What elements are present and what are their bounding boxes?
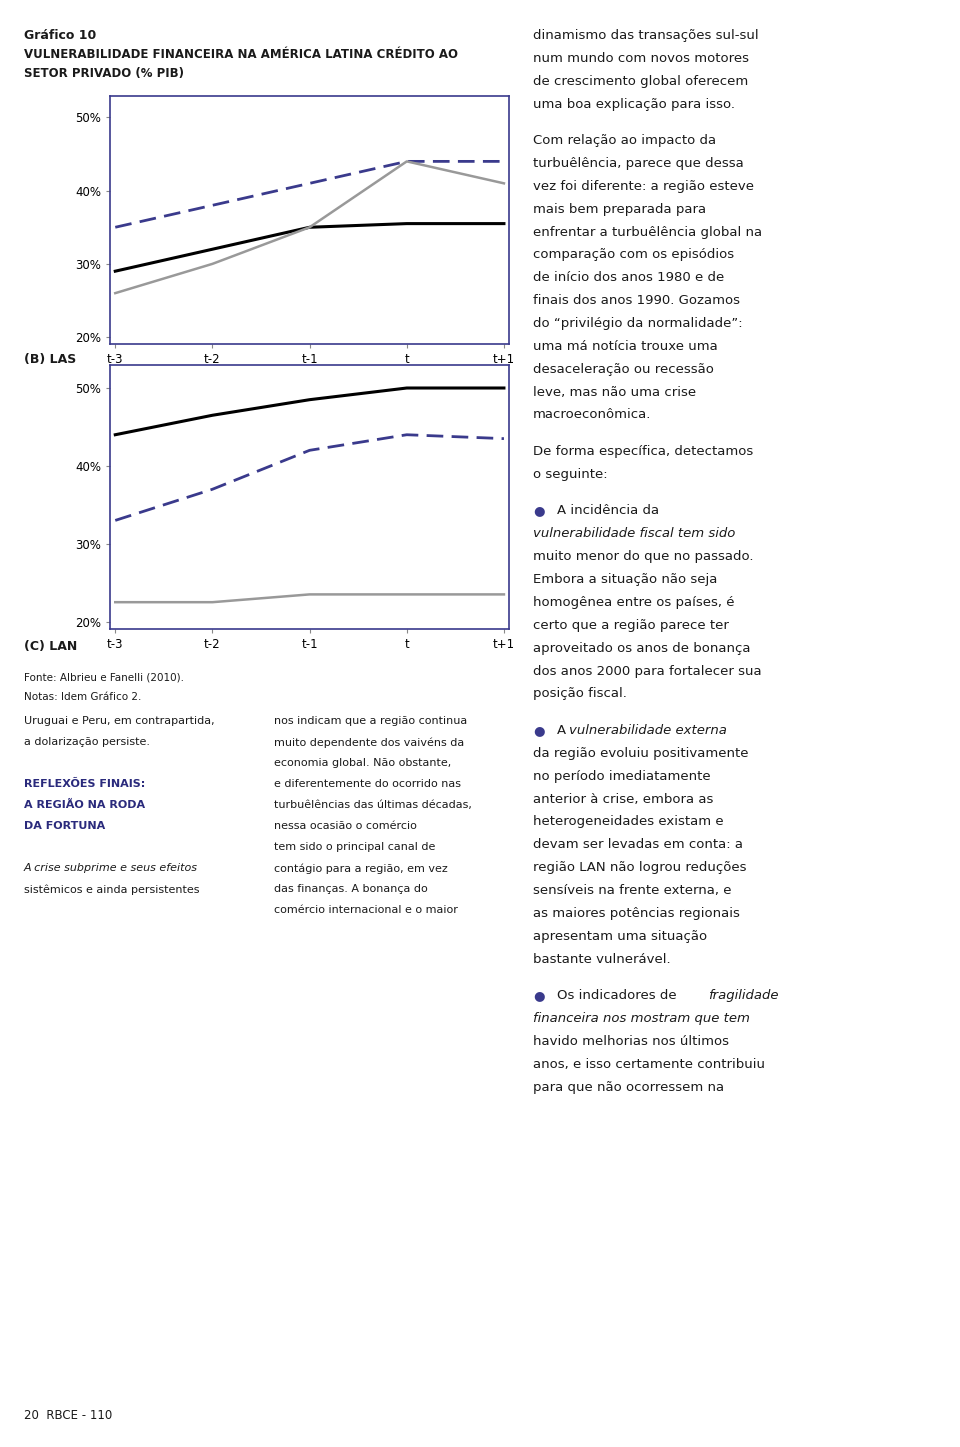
- Text: num mundo com novos motores: num mundo com novos motores: [533, 52, 749, 65]
- Text: de crescimento global oferecem: de crescimento global oferecem: [533, 75, 748, 88]
- Text: REFLEXÕES FINAIS:: REFLEXÕES FINAIS:: [24, 778, 145, 789]
- Text: comércio internacional e o maior: comércio internacional e o maior: [274, 906, 458, 915]
- Text: A incidência da: A incidência da: [557, 505, 659, 518]
- Text: a dolarização persiste.: a dolarização persiste.: [24, 738, 150, 747]
- Text: aproveitado os anos de bonança: aproveitado os anos de bonança: [533, 641, 751, 654]
- Text: turbuêlência, parece que dessa: turbuêlência, parece que dessa: [533, 156, 744, 169]
- Text: financeira nos mostram que tem: financeira nos mostram que tem: [533, 1011, 750, 1024]
- Text: A REGIÃO NA RODA: A REGIÃO NA RODA: [24, 800, 145, 810]
- Text: A crise subprime e seus efeitos: A crise subprime e seus efeitos: [24, 862, 198, 873]
- Text: para que não ocorressem na: para que não ocorressem na: [533, 1081, 724, 1094]
- Text: (C) LAN: (C) LAN: [24, 640, 77, 653]
- Text: de início dos anos 1980 e de: de início dos anos 1980 e de: [533, 271, 724, 284]
- Text: muito menor do que no passado.: muito menor do que no passado.: [533, 550, 754, 563]
- Text: posição fiscal.: posição fiscal.: [533, 687, 627, 700]
- Text: havido melhorias nos últimos: havido melhorias nos últimos: [533, 1035, 729, 1048]
- Text: DA FORTUNA: DA FORTUNA: [24, 822, 106, 831]
- Text: turbuêlências das últimas décadas,: turbuêlências das últimas décadas,: [274, 800, 471, 810]
- Text: ●: ●: [533, 505, 544, 518]
- Text: Uruguai e Peru, em contrapartida,: Uruguai e Peru, em contrapartida,: [24, 716, 215, 726]
- Text: bastante vulnerável.: bastante vulnerável.: [533, 952, 670, 965]
- Text: A: A: [557, 724, 570, 737]
- Text: sensíveis na frente externa, e: sensíveis na frente externa, e: [533, 884, 732, 897]
- Text: vez foi diferente: a região esteve: vez foi diferente: a região esteve: [533, 179, 754, 192]
- Text: De forma específica, detectamos: De forma específica, detectamos: [533, 446, 753, 459]
- Text: enfrentar a turbuêlência global na: enfrentar a turbuêlência global na: [533, 226, 762, 239]
- Text: da região evoluiu positivamente: da região evoluiu positivamente: [533, 747, 748, 760]
- Text: região LAN não logrou reduções: região LAN não logrou reduções: [533, 861, 746, 874]
- Text: comparação com os episódios: comparação com os episódios: [533, 249, 734, 262]
- Text: e diferentemente do ocorrido nas: e diferentemente do ocorrido nas: [274, 778, 461, 789]
- Text: dinamismo das transações sul-sul: dinamismo das transações sul-sul: [533, 29, 758, 42]
- Text: Embora a situação não seja: Embora a situação não seja: [533, 573, 717, 586]
- Text: leve, mas não uma crise: leve, mas não uma crise: [533, 385, 696, 398]
- Text: anterior à crise, embora as: anterior à crise, embora as: [533, 793, 713, 806]
- Text: vulnerabilidade externa: vulnerabilidade externa: [569, 724, 727, 737]
- Text: finais dos anos 1990. Gozamos: finais dos anos 1990. Gozamos: [533, 294, 740, 307]
- Text: anos, e isso certamente contribuiu: anos, e isso certamente contribuiu: [533, 1058, 765, 1071]
- Text: devam ser levadas em conta: a: devam ser levadas em conta: a: [533, 838, 743, 851]
- Text: 20  RBCE - 110: 20 RBCE - 110: [24, 1409, 112, 1422]
- Text: economia global. Não obstante,: economia global. Não obstante,: [274, 758, 451, 768]
- Text: vulnerabilidade fiscal tem sido: vulnerabilidade fiscal tem sido: [533, 527, 735, 540]
- Text: VULNERABILIDADE FINANCEIRA NA AMÉRICA LATINA CRÉDITO AO: VULNERABILIDADE FINANCEIRA NA AMÉRICA LA…: [24, 48, 458, 61]
- Text: nessa ocasião o comércio: nessa ocasião o comércio: [274, 822, 417, 831]
- Text: as maiores potências regionais: as maiores potências regionais: [533, 907, 739, 920]
- Text: no período imediatamente: no período imediatamente: [533, 770, 710, 783]
- Text: das finanças. A bonança do: das finanças. A bonança do: [274, 884, 427, 894]
- Text: certo que a região parece ter: certo que a região parece ter: [533, 619, 729, 632]
- Text: o seguinte:: o seguinte:: [533, 467, 608, 480]
- Text: Fonte: Albrieu e Fanelli (2010).: Fonte: Albrieu e Fanelli (2010).: [24, 673, 184, 683]
- Text: contágio para a região, em vez: contágio para a região, em vez: [274, 862, 447, 874]
- Text: Com relação ao impacto da: Com relação ao impacto da: [533, 135, 716, 148]
- Text: heterogeneidades existam e: heterogeneidades existam e: [533, 816, 724, 829]
- Text: tem sido o principal canal de: tem sido o principal canal de: [274, 842, 435, 852]
- Text: macroeconômica.: macroeconômica.: [533, 408, 651, 421]
- Text: Os indicadores de: Os indicadores de: [557, 990, 681, 1003]
- Text: SETOR PRIVADO (% PIB): SETOR PRIVADO (% PIB): [24, 67, 184, 80]
- Text: apresentam uma situação: apresentam uma situação: [533, 930, 707, 943]
- Text: homogênea entre os países, é: homogênea entre os países, é: [533, 596, 734, 609]
- Text: uma boa explicação para isso.: uma boa explicação para isso.: [533, 97, 734, 110]
- Text: Notas: Idem Gráfico 2.: Notas: Idem Gráfico 2.: [24, 692, 141, 702]
- Text: uma má notícia trouxe uma: uma má notícia trouxe uma: [533, 340, 717, 353]
- Text: (B) LAS: (B) LAS: [24, 353, 76, 366]
- Text: muito dependente dos vaivéns da: muito dependente dos vaivéns da: [274, 738, 464, 748]
- Text: desaceleração ou recessão: desaceleração ou recessão: [533, 363, 713, 376]
- Text: ●: ●: [533, 990, 544, 1003]
- Text: do “privilégio da normalidade”:: do “privilégio da normalidade”:: [533, 317, 742, 330]
- Text: fragilidade: fragilidade: [708, 990, 779, 1003]
- Text: ●: ●: [533, 724, 544, 737]
- Text: dos anos 2000 para fortalecer sua: dos anos 2000 para fortalecer sua: [533, 664, 761, 677]
- Text: mais bem preparada para: mais bem preparada para: [533, 203, 706, 216]
- Text: nos indicam que a região continua: nos indicam que a região continua: [274, 716, 467, 726]
- Text: Gráfico 10: Gráfico 10: [24, 29, 96, 42]
- Text: sistêmicos e ainda persistentes: sistêmicos e ainda persistentes: [24, 884, 200, 894]
